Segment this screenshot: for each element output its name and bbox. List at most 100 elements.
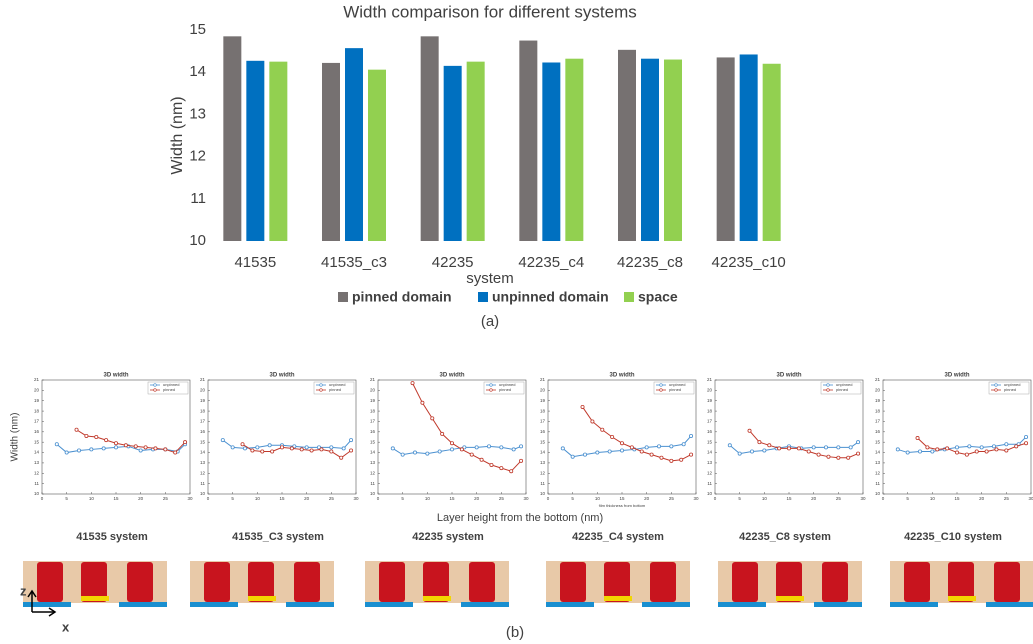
- y-tick-label: 10: [370, 491, 376, 496]
- snapshot-block: [994, 562, 1020, 602]
- y-tick-label: 18: [200, 408, 206, 413]
- snapshot-block: [604, 562, 630, 602]
- marker: [267, 443, 272, 448]
- marker: [767, 443, 772, 448]
- y-tick-label: 13: [707, 460, 713, 465]
- marker: [918, 449, 923, 454]
- legend-label: unpinned domain: [492, 289, 609, 305]
- caption: 41535_C3 system: [232, 531, 324, 543]
- marker: [846, 455, 851, 460]
- marker: [600, 427, 605, 432]
- x-tick-label: 10: [762, 496, 768, 501]
- bar: [368, 69, 386, 241]
- marker: [945, 446, 950, 451]
- marker: [1004, 442, 1009, 447]
- line: [392, 445, 522, 456]
- bar: [762, 63, 781, 242]
- bar: [345, 48, 363, 242]
- legend-marker: [489, 388, 493, 392]
- bar: [542, 62, 561, 241]
- legend-marker: [153, 383, 157, 387]
- snapshot-electrode: [642, 602, 690, 607]
- x-tick-label: 15: [279, 496, 285, 501]
- panel-label: (b): [506, 624, 524, 641]
- marker: [250, 448, 255, 453]
- y-tick-label: 18: [540, 408, 546, 413]
- x-tick-label: 0: [547, 496, 550, 501]
- marker: [469, 452, 474, 457]
- marker: [607, 449, 612, 454]
- bar: [739, 54, 758, 242]
- marker: [114, 441, 119, 446]
- x-tick-label: 15: [449, 496, 455, 501]
- bar: [420, 36, 439, 241]
- snapshot-block: [822, 562, 848, 602]
- plot-area: [41, 379, 191, 495]
- x-tick-label: 25: [836, 496, 842, 501]
- y-tick-label: 15: [875, 439, 881, 444]
- marker: [1014, 444, 1019, 449]
- marker: [89, 447, 94, 452]
- marker: [509, 469, 514, 474]
- chart-title: 3D width: [270, 373, 295, 379]
- marker: [489, 462, 494, 467]
- snapshot-block: [732, 562, 758, 602]
- marker: [590, 419, 595, 424]
- x-tick-label: 0: [714, 496, 717, 501]
- y-tick-label: 11: [34, 481, 39, 486]
- panel-label: (a): [481, 313, 499, 330]
- x-tick-label: 15: [113, 496, 119, 501]
- marker: [649, 452, 654, 457]
- y-tick-label: 21: [875, 377, 881, 382]
- y-tick-label: 11: [200, 481, 205, 486]
- marker: [806, 449, 811, 454]
- bar: [246, 60, 265, 241]
- snapshot-electrode: [986, 602, 1033, 607]
- y-tick-label: 12: [34, 470, 40, 475]
- legend-label: unpinned: [499, 382, 515, 387]
- y-tick-label: 12: [540, 470, 546, 475]
- marker: [329, 449, 334, 454]
- legend-marker: [826, 388, 830, 392]
- y-tick-label: 17: [707, 419, 713, 424]
- snapshot-block: [127, 562, 153, 602]
- legend-label: unpinned: [329, 382, 345, 387]
- marker: [595, 450, 600, 455]
- x-tick-label: 20: [979, 496, 985, 501]
- snapshot-electrode: [365, 602, 413, 607]
- x-tick-label: 30: [187, 496, 193, 501]
- snapshot-electrode: [814, 602, 862, 607]
- snapshot-block: [248, 562, 274, 602]
- marker: [848, 445, 853, 450]
- x-tick-label: 30: [523, 496, 529, 501]
- y-tick-label: 19: [540, 398, 546, 403]
- legend-marker: [994, 383, 998, 387]
- marker: [309, 448, 314, 453]
- y-tick-label: 10: [707, 491, 713, 496]
- x-tick-label: 15: [619, 496, 625, 501]
- line: [222, 439, 352, 449]
- marker: [964, 452, 969, 457]
- x-tick-label: 30: [860, 496, 866, 501]
- marker: [240, 442, 245, 447]
- y-tick-label: 14: [34, 450, 40, 455]
- y-tick-label: 20: [34, 388, 40, 393]
- legend-label: unpinned: [836, 382, 852, 387]
- snapshot-electrode: [23, 602, 71, 607]
- x-tick-label: 42235_c4: [518, 254, 584, 271]
- marker: [580, 404, 585, 409]
- y-tick-label: 16: [707, 429, 713, 434]
- marker: [440, 431, 445, 436]
- y-tick-label: 12: [707, 470, 713, 475]
- caption: 41535 system: [76, 531, 148, 543]
- y-tick-label: 11: [540, 481, 545, 486]
- snapshot-block: [379, 562, 405, 602]
- y-tick-label: 21: [370, 377, 376, 382]
- x-tick-label: 10: [425, 496, 431, 501]
- bar: [223, 36, 242, 241]
- y-tick-label: 15: [707, 439, 713, 444]
- x-tick-label: 0: [41, 496, 44, 501]
- marker: [1024, 441, 1029, 446]
- chart-title: 3D width: [440, 373, 465, 379]
- snapshot-center: [776, 596, 804, 601]
